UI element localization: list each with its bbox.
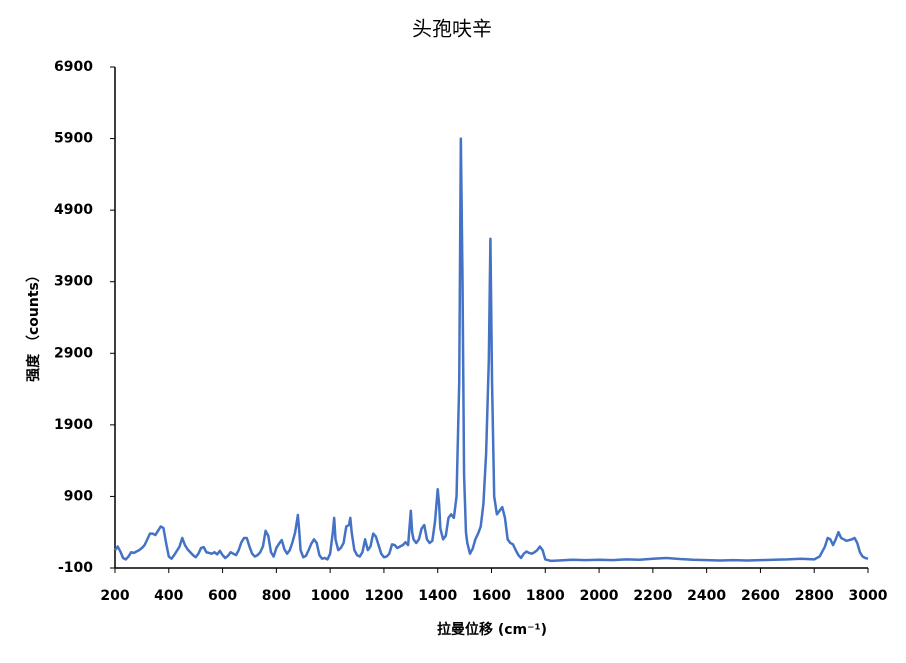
y-axis-label: 强度 （counts）: [25, 268, 42, 382]
x-tick-label: 1600: [472, 588, 511, 604]
x-tick-label: 1200: [364, 588, 403, 604]
x-tick-label: 400: [154, 588, 183, 604]
x-tick-label: 600: [208, 588, 237, 604]
y-tick-label: 2900: [54, 345, 93, 361]
x-tick-label: 1800: [526, 588, 565, 604]
y-tick-label: 900: [64, 488, 93, 504]
x-tick-label: 2000: [580, 588, 619, 604]
line-series: [114, 137, 869, 563]
y-tick-label: 6900: [54, 59, 93, 75]
x-tick-label: 2200: [633, 588, 672, 604]
y-tick-label: 1900: [54, 417, 93, 433]
x-tick-label: 2400: [687, 588, 726, 604]
x-tick-label: 3000: [849, 588, 888, 604]
x-tick-label: 2800: [795, 588, 834, 604]
x-tick-label: 1000: [311, 588, 350, 604]
y-tick-label: 5900: [54, 131, 93, 147]
chart-title: 头孢呋辛: [412, 17, 492, 41]
x-axis-label: 拉曼位移 (cm⁻¹): [437, 621, 547, 638]
y-tick-label: 3900: [54, 274, 93, 290]
x-tick-label: 2600: [741, 588, 780, 604]
x-tick-label: 800: [262, 588, 291, 604]
y-tick-label: -100: [58, 560, 93, 576]
x-tick-label: 200: [100, 588, 129, 604]
x-tick-label: 1400: [418, 588, 457, 604]
y-tick-label: 4900: [54, 202, 93, 218]
